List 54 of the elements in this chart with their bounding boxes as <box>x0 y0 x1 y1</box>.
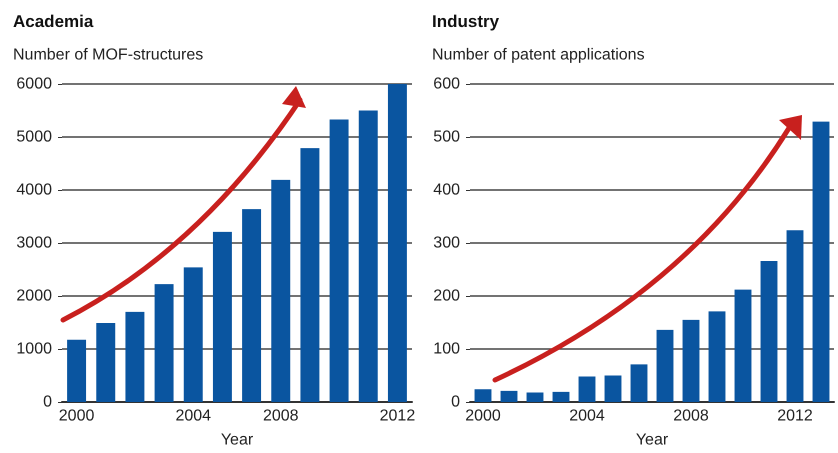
y-tick-label: 600 <box>433 76 460 92</box>
bar <box>786 230 804 402</box>
bar <box>242 209 262 402</box>
x-tick-label: 2004 <box>569 408 605 424</box>
bar <box>656 330 674 402</box>
bar <box>734 290 752 402</box>
bar <box>630 364 648 402</box>
y-tick-label: 5000 <box>16 128 52 146</box>
x-tick-label: 2008 <box>673 408 709 424</box>
bar <box>96 323 116 402</box>
bar <box>212 232 232 402</box>
y-axis-title: Number of MOF-structures <box>13 46 204 64</box>
y-tick-label: 200 <box>433 288 460 304</box>
y-tick-label: 3000 <box>16 234 52 252</box>
x-tick-label: 2004 <box>175 408 212 424</box>
chart-title: Industry <box>432 12 500 31</box>
y-tick-label: 1000 <box>16 340 52 358</box>
bar <box>578 376 596 402</box>
chart-title: Academia <box>13 12 94 31</box>
bar <box>330 120 349 402</box>
x-tick-label: 2000 <box>465 408 501 424</box>
y-axis-title: Number of patent applications <box>432 46 645 64</box>
bar <box>388 84 407 402</box>
y-tick-label: 400 <box>433 182 460 198</box>
x-tick-label: 2012 <box>777 408 813 424</box>
x-axis-title: Year <box>636 432 669 448</box>
bar <box>474 389 492 402</box>
bar <box>300 148 320 402</box>
y-tick-label: 4000 <box>16 182 52 198</box>
bar <box>125 312 144 402</box>
y-tick-label: 500 <box>433 128 460 146</box>
bar <box>708 311 726 402</box>
bar <box>682 320 700 402</box>
bar <box>552 392 570 402</box>
y-tick-label: 2000 <box>16 288 52 304</box>
bar <box>500 390 518 402</box>
bar <box>604 376 622 402</box>
bar <box>812 122 830 402</box>
bar <box>271 180 290 402</box>
x-tick-label: 2000 <box>58 408 94 424</box>
y-tick-label: 6000 <box>16 76 52 92</box>
bar <box>526 392 544 402</box>
bar <box>760 261 778 402</box>
x-tick-label: 2008 <box>262 408 299 424</box>
bar <box>184 267 203 402</box>
bar <box>67 340 86 402</box>
y-tick-label: 0 <box>43 394 52 410</box>
x-axis-title: Year <box>220 432 254 448</box>
bar <box>358 110 378 402</box>
x-tick-label: 2012 <box>380 408 416 424</box>
y-tick-label: 0 <box>451 394 460 410</box>
y-tick-label: 300 <box>433 234 460 252</box>
y-tick-label: 100 <box>433 340 460 358</box>
bar <box>154 284 174 402</box>
